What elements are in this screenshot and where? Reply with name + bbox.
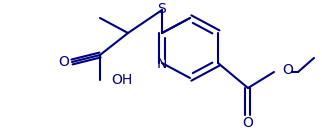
Text: S: S	[158, 2, 166, 16]
Text: O: O	[282, 63, 293, 77]
Text: OH: OH	[111, 73, 132, 87]
Text: O: O	[59, 55, 70, 69]
Text: N: N	[157, 57, 167, 71]
Text: O: O	[242, 116, 253, 130]
